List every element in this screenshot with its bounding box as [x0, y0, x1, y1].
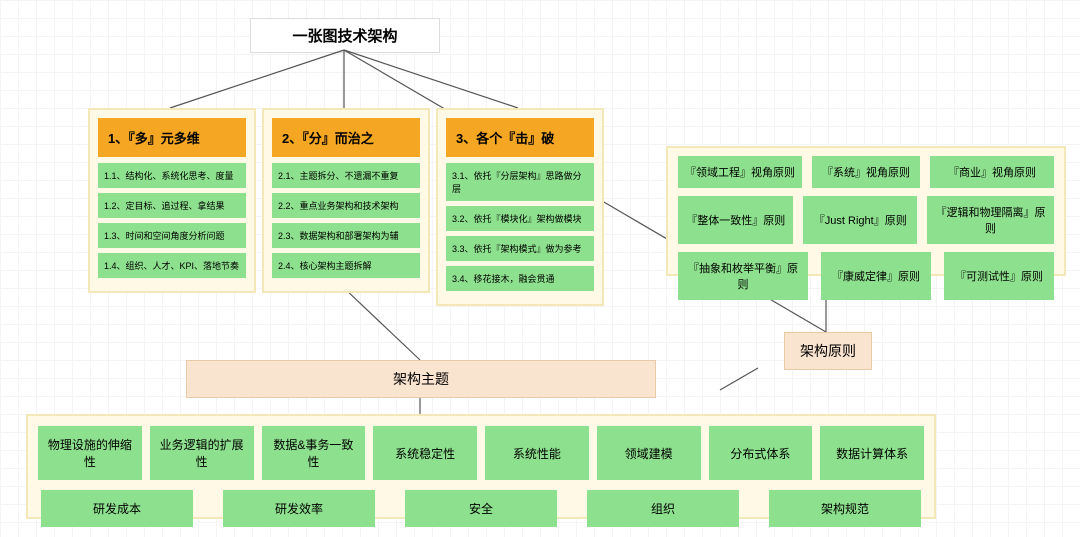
edge — [344, 288, 420, 360]
column-item: 2.2、重点业务架构和技术架构 — [272, 193, 420, 218]
principle-item: 『领域工程』视角原则 — [678, 156, 802, 188]
diagram-title: 一张图技术架构 — [250, 18, 440, 53]
column-panel: 2、『分』而治之 2.1、主题拆分、不遗漏不重复 2.2、重点业务架构和技术架构 2.… — [262, 108, 430, 293]
principle-item: 『逻辑和物理隔离』原则 — [927, 196, 1054, 244]
topic-item: 系统稳定性 — [373, 426, 477, 480]
principle-item: 『系统』视角原则 — [812, 156, 920, 188]
theme-label: 架构主题 — [186, 360, 656, 398]
column-item: 2.1、主题拆分、不遗漏不重复 — [272, 163, 420, 188]
principle-label: 架构原则 — [784, 332, 872, 370]
principle-item: 『抽象和枚举平衡』原则 — [678, 252, 808, 300]
principle-item: 『可测试性』原则 — [944, 252, 1054, 300]
column-item: 1.3、时间和空间角度分析问题 — [98, 223, 246, 248]
edge — [170, 50, 344, 108]
edge — [720, 368, 758, 390]
column-panel: 3、各个『击』破 3.1、依托『分层架构』思路做分层 3.2、依托『模块化』架构做模… — [436, 108, 604, 306]
topic-item: 业务逻辑的扩展性 — [150, 426, 254, 480]
topic-item: 架构规范 — [769, 490, 921, 527]
principle-label-text: 架构原则 — [800, 343, 856, 359]
column-item: 2.4、核心架构主题拆解 — [272, 253, 420, 278]
topic-item: 系统性能 — [485, 426, 589, 480]
column-panel: 1、『多』元多维 1.1、结构化、系统化思考、度量 1.2、定目标、追过程、拿结果 1… — [88, 108, 256, 293]
topic-item: 组织 — [587, 490, 739, 527]
column-header: 2、『分』而治之 — [272, 118, 420, 157]
column-header: 1、『多』元多维 — [98, 118, 246, 157]
column-item: 1.4、组织、人才、KPI、落地节奏 — [98, 253, 246, 278]
column-item: 3.1、依托『分层架构』思路做分层 — [446, 163, 594, 201]
principles-panel: 『领域工程』视角原则『系统』视角原则『商业』视角原则『整体一致性』原则『Just… — [666, 146, 1066, 276]
column-item: 3.2、依托『模块化』架构做模块 — [446, 206, 594, 231]
column-item: 1.2、定目标、追过程、拿结果 — [98, 193, 246, 218]
title-text: 一张图技术架构 — [292, 28, 397, 45]
column-item: 2.3、数据架构和部署架构为辅 — [272, 223, 420, 248]
principle-item: 『Just Right』原则 — [803, 196, 917, 244]
principle-item: 『康威定律』原则 — [821, 252, 931, 300]
edge — [344, 50, 518, 108]
principle-item: 『整体一致性』原则 — [678, 196, 793, 244]
topics-panel: 物理设施的伸缩性业务逻辑的扩展性数据&事务一致性系统稳定性系统性能领域建模分布式… — [26, 414, 936, 519]
topic-item: 安全 — [405, 490, 557, 527]
column-item: 3.3、依托『架构模式』做为参考 — [446, 236, 594, 261]
principle-item: 『商业』视角原则 — [930, 156, 1054, 188]
topic-item: 研发效率 — [223, 490, 375, 527]
topic-item: 物理设施的伸缩性 — [38, 426, 142, 480]
column-item: 1.1、结构化、系统化思考、度量 — [98, 163, 246, 188]
column-header: 3、各个『击』破 — [446, 118, 594, 157]
topic-item: 数据计算体系 — [820, 426, 924, 480]
topic-item: 研发成本 — [41, 490, 193, 527]
topic-item: 分布式体系 — [709, 426, 813, 480]
topic-item: 领域建模 — [597, 426, 701, 480]
column-item: 3.4、移花接木，融会贯通 — [446, 266, 594, 291]
theme-label-text: 架构主题 — [393, 371, 449, 387]
topic-item: 数据&事务一致性 — [262, 426, 366, 480]
